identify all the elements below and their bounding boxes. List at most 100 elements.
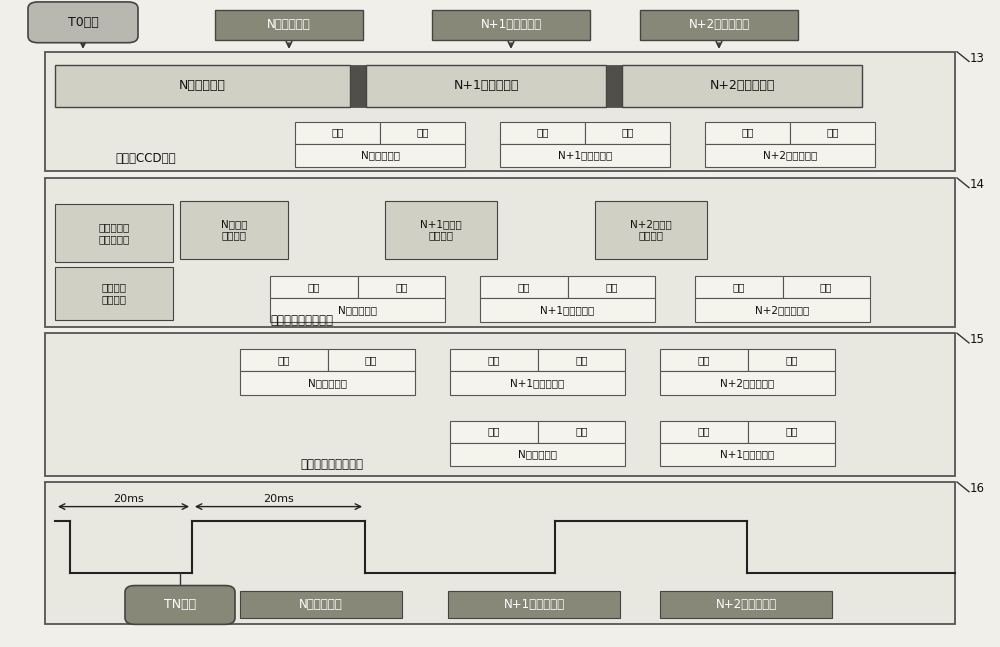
FancyBboxPatch shape <box>748 421 835 443</box>
FancyBboxPatch shape <box>55 204 173 262</box>
Text: 奇场: 奇场 <box>698 426 710 437</box>
Text: 奇场: 奇场 <box>698 355 710 366</box>
Text: 奇场: 奇场 <box>278 355 290 366</box>
Text: 13: 13 <box>970 52 985 65</box>
FancyBboxPatch shape <box>568 276 655 298</box>
FancyBboxPatch shape <box>450 421 538 443</box>
Text: N+2帧图像注入: N+2帧图像注入 <box>755 305 810 315</box>
Text: 偶场: 偶场 <box>416 127 429 138</box>
Text: 偶场: 偶场 <box>826 127 839 138</box>
Text: N帧图像输出: N帧图像输出 <box>360 150 400 160</box>
FancyBboxPatch shape <box>45 52 955 171</box>
Text: 16: 16 <box>970 482 985 495</box>
Text: N帧同步信号: N帧同步信号 <box>299 598 343 611</box>
FancyBboxPatch shape <box>45 333 955 476</box>
FancyBboxPatch shape <box>432 10 590 40</box>
Text: 偶场: 偶场 <box>820 282 832 292</box>
Text: N+1帧图像处理: N+1帧图像处理 <box>720 449 775 459</box>
Text: TN时刻: TN时刻 <box>164 598 196 611</box>
FancyBboxPatch shape <box>622 65 862 107</box>
FancyBboxPatch shape <box>606 65 622 107</box>
FancyBboxPatch shape <box>125 586 235 624</box>
FancyBboxPatch shape <box>380 122 465 144</box>
Text: N帧图像采集: N帧图像采集 <box>308 378 347 388</box>
FancyBboxPatch shape <box>782 276 870 298</box>
FancyBboxPatch shape <box>480 298 655 322</box>
Text: N+1帧图像曝光: N+1帧图像曝光 <box>453 79 519 93</box>
FancyBboxPatch shape <box>660 371 835 395</box>
Text: N+2帧图像采集: N+2帧图像采集 <box>720 378 775 388</box>
FancyBboxPatch shape <box>480 276 568 298</box>
FancyBboxPatch shape <box>448 591 620 618</box>
Text: N+1帧图像注入: N+1帧图像注入 <box>540 305 595 315</box>
Text: 奇场: 奇场 <box>331 127 344 138</box>
FancyBboxPatch shape <box>270 298 445 322</box>
FancyBboxPatch shape <box>705 144 875 167</box>
Text: N帧图像转移: N帧图像转移 <box>267 18 311 32</box>
Text: 偶场: 偶场 <box>575 426 588 437</box>
FancyBboxPatch shape <box>450 443 625 466</box>
FancyBboxPatch shape <box>500 144 670 167</box>
Text: N+1帧图像输出: N+1帧图像输出 <box>558 150 612 160</box>
FancyBboxPatch shape <box>748 349 835 371</box>
FancyBboxPatch shape <box>328 349 415 371</box>
FancyBboxPatch shape <box>450 349 538 371</box>
FancyBboxPatch shape <box>350 65 366 107</box>
FancyBboxPatch shape <box>640 10 798 40</box>
FancyBboxPatch shape <box>660 421 748 443</box>
Text: 20ms: 20ms <box>113 494 143 504</box>
Text: N+2帧图像曝光: N+2帧图像曝光 <box>709 79 775 93</box>
FancyBboxPatch shape <box>28 2 138 43</box>
Text: N+1帧同步信号: N+1帧同步信号 <box>503 598 565 611</box>
Text: 仿真图像生成与注入: 仿真图像生成与注入 <box>270 314 333 327</box>
FancyBboxPatch shape <box>500 122 585 144</box>
Text: 奇场: 奇场 <box>536 127 549 138</box>
Text: 奇场: 奇场 <box>488 426 500 437</box>
Text: 偶场: 偶场 <box>365 355 377 366</box>
FancyBboxPatch shape <box>450 371 625 395</box>
FancyBboxPatch shape <box>295 144 465 167</box>
FancyBboxPatch shape <box>585 122 670 144</box>
FancyBboxPatch shape <box>538 349 625 371</box>
Text: 奇场: 奇场 <box>732 282 745 292</box>
FancyBboxPatch shape <box>295 122 380 144</box>
FancyBboxPatch shape <box>45 482 955 624</box>
FancyBboxPatch shape <box>695 298 870 322</box>
FancyBboxPatch shape <box>660 443 835 466</box>
FancyBboxPatch shape <box>180 201 288 259</box>
Text: 偶场: 偶场 <box>605 282 618 292</box>
Text: 14: 14 <box>970 178 985 191</box>
Text: 偶场: 偶场 <box>785 426 798 437</box>
FancyBboxPatch shape <box>660 349 748 371</box>
Text: N+2帧仿真
图像生成: N+2帧仿真 图像生成 <box>630 219 672 241</box>
FancyBboxPatch shape <box>240 349 328 371</box>
FancyBboxPatch shape <box>695 276 782 298</box>
Text: N帧图像曝光: N帧图像曝光 <box>179 79 226 93</box>
Text: 奇场: 奇场 <box>517 282 530 292</box>
FancyBboxPatch shape <box>55 65 350 107</box>
FancyBboxPatch shape <box>240 591 402 618</box>
Text: N帧图像注入: N帧图像注入 <box>338 305 377 315</box>
Text: 20ms: 20ms <box>263 494 293 504</box>
Text: N+2帧图像输出: N+2帧图像输出 <box>763 150 817 160</box>
Text: N+1帧图像转移: N+1帧图像转移 <box>480 18 542 32</box>
Text: N帧图像处理: N帧图像处理 <box>518 449 557 459</box>
Text: 偶场: 偶场 <box>575 355 588 366</box>
Text: N+2帧同步信号: N+2帧同步信号 <box>715 598 777 611</box>
Text: T0时刻: T0时刻 <box>68 16 98 29</box>
Text: 奇场: 奇场 <box>488 355 500 366</box>
FancyBboxPatch shape <box>240 371 415 395</box>
FancyBboxPatch shape <box>595 201 707 259</box>
Text: 15: 15 <box>970 333 985 346</box>
Text: 偶场: 偶场 <box>395 282 408 292</box>
Text: N帧仿真
图像生成: N帧仿真 图像生成 <box>221 219 247 241</box>
FancyBboxPatch shape <box>705 122 790 144</box>
FancyBboxPatch shape <box>538 421 625 443</box>
Text: 奇场: 奇场 <box>741 127 754 138</box>
Text: 偶场: 偶场 <box>785 355 798 366</box>
Text: 目标场景
图像生成: 目标场景 图像生成 <box>102 283 126 304</box>
FancyBboxPatch shape <box>270 276 358 298</box>
FancyBboxPatch shape <box>366 65 606 107</box>
Text: 偶场: 偶场 <box>621 127 634 138</box>
Text: 经纬仪CCD摄像: 经纬仪CCD摄像 <box>115 152 176 165</box>
